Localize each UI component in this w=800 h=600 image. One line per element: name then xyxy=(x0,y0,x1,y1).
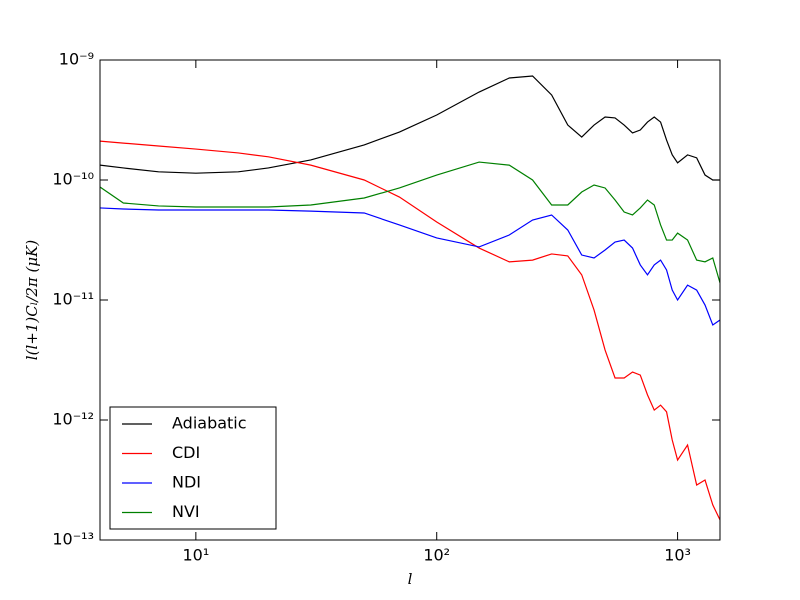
legend-box xyxy=(109,406,277,530)
y-tick-label: 10⁻¹⁰ xyxy=(52,170,94,189)
series-line xyxy=(100,161,720,284)
series-line xyxy=(100,75,720,181)
x-axis-label: l xyxy=(408,570,413,588)
legend-label: Adiabatic xyxy=(172,414,247,433)
legend-label: NVI xyxy=(172,502,200,521)
x-tick-label: 10¹ xyxy=(182,546,209,565)
plot-frame xyxy=(99,59,721,541)
legend-label: NDI xyxy=(172,473,201,492)
legend-label: CDI xyxy=(172,443,200,462)
y-tick-label: 10⁻¹³ xyxy=(52,530,94,549)
series-line xyxy=(100,207,720,326)
y-tick-label: 10⁻⁹ xyxy=(59,50,94,69)
y-tick-label: 10⁻¹¹ xyxy=(52,290,94,309)
y-axis-label: l(l+1)Cₗ/2π (μK) xyxy=(23,240,41,361)
x-tick-label: 10³ xyxy=(664,546,691,565)
x-tick-label: 10² xyxy=(423,546,450,565)
y-tick-label: 10⁻¹² xyxy=(52,410,94,429)
series-line xyxy=(100,140,720,521)
